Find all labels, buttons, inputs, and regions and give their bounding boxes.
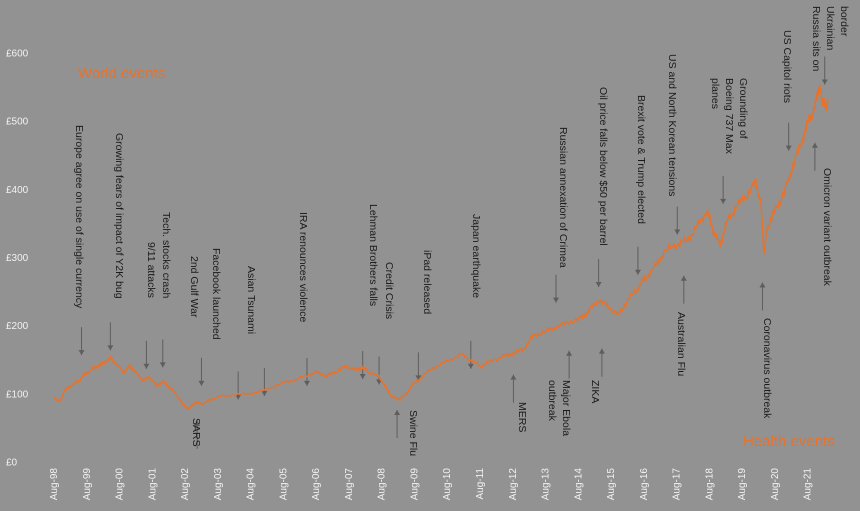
annotation-arrow-head [680,275,687,281]
annotation-label: Brexit vote & Trump elected [635,95,647,224]
annotation-label: Asian Tsunami [245,266,257,334]
annotation-arrow-head [759,282,766,288]
annotation-label: 9/11 attacks [145,242,157,298]
x-tick-label: Aug-19 [737,468,748,501]
annotation-label: Credit Crisis [383,262,395,319]
annotation-arrow-head [566,350,573,356]
annotation-label: ZIKA [589,380,601,403]
annotation-arrow-head [595,281,602,287]
x-tick-label: Aug-08 [377,468,388,501]
x-tick-label: Aug-00 [115,468,126,501]
annotation-label: US Capitol riots [781,30,793,103]
annotation-arrow-head [194,420,201,426]
annotation-label: outbreak [546,380,558,422]
x-tick-label: Aug-10 [442,468,453,501]
y-tick-label: £100 [6,389,29,400]
annotation-arrow-head [674,229,681,235]
y-tick-label: £0 [6,458,18,469]
annotation-arrow-head [143,363,150,369]
annotation-label: Coronavirus outbreak [761,318,773,419]
annotation-arrow-head [785,145,792,151]
series-line [53,83,829,410]
x-axis-ticks: Aug-98 Aug-99 Aug-00 Aug-01 Aug-02 Aug-03 Aug-… [49,468,814,501]
annotation-arrow-head [198,380,205,386]
annotation-arrow-head [303,380,310,386]
annotation-label: US and North Korean tensions [666,54,678,196]
annotation-arrow-head [261,391,268,397]
x-tick-label: Aug-99 [82,468,93,501]
x-tick-label: Aug-98 [49,468,60,501]
annotation-label: Lehman Brothers falls [367,204,379,306]
annotation-label: Europe agree on use of single currency [73,125,85,309]
annotation-label: planes [709,78,721,109]
annotations: Europe agree on use of single currency Gr… [73,6,850,456]
x-tick-label: Aug-16 [639,468,650,501]
annotation-arrow-head [598,348,605,354]
x-tick-label: Aug-14 [573,468,584,501]
annotation-arrow-head [811,142,818,148]
annotation-label: Oil price falls below $50 per barrel [597,87,609,246]
annotation-arrow-head [415,375,422,381]
annotation-arrows [78,56,828,449]
health-events-label: Health events [743,433,835,450]
x-tick-label: Aug-17 [672,468,683,501]
annotation-label: Grounding of [737,78,749,139]
annotation-label: Facebook launched [210,248,222,340]
annotation-label: 2nd Gulf War [188,256,200,318]
x-tick-label: Aug-05 [278,468,289,501]
annotation-arrow-head [821,79,828,85]
annotation-label: Tech. stocks crash [160,212,172,299]
annotation-label: Swine Flu [407,410,419,456]
x-tick-label: Aug-15 [606,468,617,501]
annotation-label: MERS [516,402,528,432]
y-tick-label: £200 [6,321,29,332]
annotation-arrow-head [78,350,85,356]
y-axis-ticks: £0 £100 £200 £300 £400 £500 £600 [6,49,29,469]
x-tick-label: Aug-06 [311,468,322,501]
annotation-label: Japan earthquake [470,214,482,298]
annotation-arrow-head [394,410,401,416]
annotation-label: border [838,6,850,37]
y-tick-label: £300 [6,253,29,264]
annotation-label: Major Ebola [560,380,572,436]
annotation-arrow-head [510,374,517,380]
annotation-label: iPad released [421,250,433,314]
annotation-label: Australian Flu [675,312,687,376]
annotation-arrow-head [467,363,474,369]
x-tick-label: Aug-09 [409,468,420,501]
annotation-arrow-head [159,362,166,368]
annotation-label: Growing fears of impact of Y2K bug [113,133,125,299]
annotation-arrow-head [553,297,560,303]
y-tick-label: £500 [6,117,29,128]
x-tick-label: Aug-21 [803,468,814,501]
annotation-arrow-head [720,198,727,204]
annotation-arrow-head [634,269,641,275]
annotation-label: Omicron variant outbreak [821,168,833,287]
x-tick-label: Aug-01 [147,468,158,501]
x-tick-label: Aug-11 [475,468,486,500]
annotation-label: Ukrainian [824,6,836,51]
x-tick-label: Aug-18 [704,468,715,501]
annotation-label: Boeing 737 Max [723,78,735,155]
annotation-arrow-head [235,394,242,400]
x-tick-label: Aug-04 [246,468,257,501]
x-tick-label: Aug-13 [541,468,552,501]
annotation-arrow-head [107,345,114,351]
x-tick-label: Aug-12 [508,468,519,501]
world-events-label: World events [78,65,165,82]
x-tick-label: Aug-07 [344,468,355,501]
annotation-label: IRA renounces violence [297,212,309,322]
x-tick-label: Aug-20 [770,468,781,501]
annotation-label: Russia sits on [810,6,822,72]
annotation-label: SARS [190,418,202,447]
y-tick-label: £600 [6,49,29,60]
y-tick-label: £400 [6,185,29,196]
annotation-arrow-head [359,374,366,380]
x-tick-label: Aug-02 [180,468,191,501]
x-tick-label: Aug-03 [213,468,224,501]
annotation-label: Russian annexation of Crimea [557,127,569,268]
